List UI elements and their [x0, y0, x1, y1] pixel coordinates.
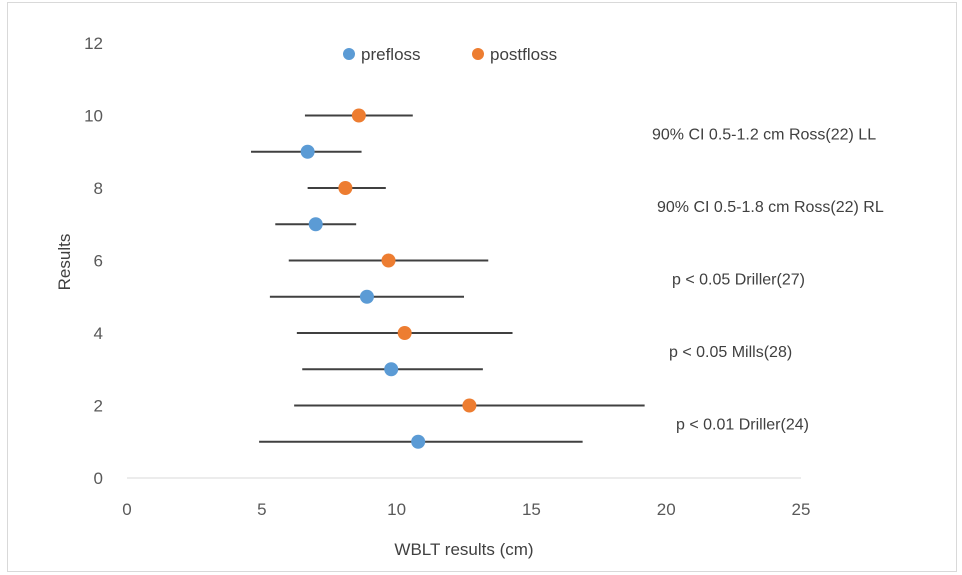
y-axis-title: Results: [55, 234, 74, 291]
data-point-prefloss: [309, 217, 323, 231]
y-tick-label: 12: [84, 34, 103, 53]
x-axis-ticks: 0 5 10 15 20 25: [122, 500, 810, 519]
x-tick-label: 20: [657, 500, 676, 519]
annotation-label: p < 0.01 Driller(24): [676, 417, 809, 434]
x-tick-label: 25: [792, 500, 811, 519]
error-bars: [251, 116, 645, 442]
y-tick-label: 0: [94, 469, 103, 488]
annotation-label: p < 0.05 Mills(28): [669, 344, 792, 361]
legend-marker-postfloss: [472, 48, 484, 60]
x-tick-label: 5: [257, 500, 266, 519]
data-points: [301, 109, 477, 449]
data-point-prefloss: [360, 290, 374, 304]
x-tick-label: 15: [522, 500, 541, 519]
x-tick-label: 10: [387, 500, 406, 519]
legend-label-postfloss: postfloss: [490, 45, 557, 64]
data-point-prefloss: [384, 362, 398, 376]
annotation-label: p < 0.05 Driller(27): [672, 272, 805, 289]
annotation-label: 90% CI 0.5-1.8 cm Ross(22) RL: [657, 199, 884, 216]
y-tick-label: 10: [84, 107, 103, 126]
y-tick-label: 2: [94, 397, 103, 416]
annotations: 90% CI 0.5-1.2 cm Ross(22) LL 90% CI 0.5-…: [652, 127, 884, 434]
y-tick-label: 6: [94, 252, 103, 271]
x-axis-title: WBLT results (cm): [394, 540, 533, 559]
data-point-postfloss: [338, 181, 352, 195]
x-tick-label: 0: [122, 500, 131, 519]
data-point-prefloss: [301, 145, 315, 159]
annotation-label: 90% CI 0.5-1.2 cm Ross(22) LL: [652, 127, 876, 144]
y-tick-label: 8: [94, 179, 103, 198]
data-point-postfloss: [352, 109, 366, 123]
data-point-postfloss: [398, 326, 412, 340]
legend-label-prefloss: prefloss: [361, 45, 421, 64]
data-point-prefloss: [411, 435, 425, 449]
legend: prefloss postfloss: [343, 45, 557, 64]
data-point-postfloss: [462, 399, 476, 413]
y-axis-ticks: 0 2 4 6 8 10 12: [84, 34, 103, 488]
y-tick-label: 4: [94, 324, 103, 343]
legend-marker-prefloss: [343, 48, 355, 60]
data-point-postfloss: [382, 254, 396, 268]
